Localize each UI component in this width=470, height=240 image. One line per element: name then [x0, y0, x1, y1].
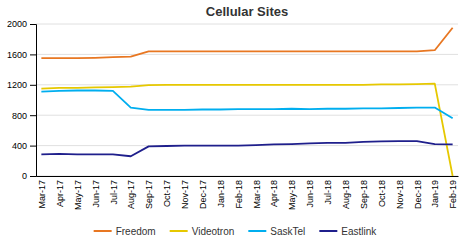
legend: Freedom Videotron SaskTel Eastlink	[94, 226, 378, 237]
x-tick-label: May-18	[287, 180, 297, 210]
legend-label: Eastlink	[341, 226, 377, 237]
y-tick: 1600	[7, 50, 36, 60]
x-tick: Sep-18	[359, 180, 369, 209]
x-tick-label: Sep-17	[144, 180, 154, 209]
legend-swatch	[319, 230, 337, 232]
legend-item: SaskTel	[248, 226, 305, 237]
x-tick: Mar-18	[252, 180, 262, 209]
x-tick: Jan-18	[216, 180, 226, 208]
legend-item: Eastlink	[319, 226, 377, 237]
x-tick: Jun-18	[305, 180, 315, 208]
series-line	[41, 141, 452, 156]
x-tick: Mar-17	[37, 180, 47, 209]
x-tick-label: Apr-17	[55, 180, 65, 207]
x-tick: Apr-17	[55, 180, 65, 207]
x-tick-label: Jan-19	[430, 180, 440, 208]
y-tick-label: 400	[12, 141, 27, 151]
y-tick-label: 1600	[7, 50, 27, 60]
x-tick-label: Nov-17	[180, 180, 190, 209]
legend-swatch	[170, 230, 188, 232]
legend-label: Freedom	[116, 226, 156, 237]
x-tick: Feb-18	[234, 180, 244, 209]
x-tick-label: Dec-17	[198, 180, 208, 209]
legend-swatch	[94, 230, 112, 232]
y-axis: 0 400 800 1200 1600 2000	[7, 19, 37, 181]
y-tick-label: 1200	[7, 80, 27, 90]
x-tick-label: Aug-18	[341, 180, 351, 209]
x-tick: Oct-18	[377, 180, 387, 207]
y-axis-line	[30, 25, 37, 177]
grid-line	[36, 54, 458, 55]
x-axis-line	[37, 176, 459, 177]
x-tick: Aug-17	[126, 180, 136, 209]
x-tick: Jul-17	[109, 180, 119, 205]
x-tick-label: Dec-18	[413, 180, 423, 209]
x-tick: Jul-18	[323, 180, 333, 205]
x-tick: Feb-19	[448, 180, 458, 209]
x-tick: Nov-17	[180, 180, 190, 209]
y-tick-mark	[30, 115, 36, 116]
legend-label: SaskTel	[270, 226, 305, 237]
series-line	[41, 84, 452, 176]
plot: 0 400 800 1200 1600 2000 Mar-17 Apr-17 May-17 Jun…	[7, 19, 459, 210]
grid-line	[36, 24, 458, 25]
series-line	[41, 28, 452, 58]
series-line	[41, 91, 452, 119]
x-tick-label: Jan-18	[216, 180, 226, 208]
x-tick-label: Jun-17	[91, 180, 101, 208]
x-tick: Apr-18	[269, 180, 279, 207]
x-tick: Jun-17	[91, 180, 101, 208]
legend-swatch	[248, 230, 266, 232]
x-tick: Dec-18	[413, 180, 423, 209]
x-tick-label: Feb-18	[234, 180, 244, 209]
x-axis: Mar-17 Apr-17 May-17 Jun-17 Jul-17 Aug-17 Sep-…	[37, 177, 459, 211]
y-tick-label: 2000	[7, 19, 27, 29]
grid-line	[36, 115, 458, 116]
legend-item: Videotron	[170, 226, 235, 237]
x-tick: Sep-17	[144, 180, 154, 209]
lines	[41, 28, 452, 176]
y-tick-mark	[30, 54, 36, 55]
y-tick-mark	[30, 24, 36, 25]
x-tick: Nov-18	[395, 180, 405, 209]
y-tick: 1200	[7, 80, 36, 90]
x-tick-label: Oct-18	[377, 180, 387, 207]
x-tick-label: Oct-17	[162, 180, 172, 207]
y-tick-mark	[30, 176, 36, 177]
title: Cellular Sites	[206, 4, 288, 19]
legend-label: Videotron	[192, 226, 235, 237]
x-tick-label: Jul-17	[109, 180, 119, 205]
x-tick: May-17	[73, 180, 83, 210]
x-tick-label: Apr-18	[269, 180, 279, 207]
x-tick-label: Jun-18	[305, 180, 315, 208]
y-tick-label: 0	[22, 171, 27, 181]
x-tick-label: May-17	[73, 180, 83, 210]
grid	[36, 24, 458, 176]
y-tick: 400	[12, 141, 36, 151]
legend-item: Freedom	[94, 226, 156, 237]
x-tick-label: Jul-18	[323, 180, 333, 205]
x-tick: Jan-19	[430, 180, 440, 208]
y-tick-mark	[30, 85, 36, 86]
y-tick-mark	[30, 146, 36, 147]
x-tick: Oct-17	[162, 180, 172, 207]
chart: 0 400 800 1200 1600 2000 Mar-17 Apr-17 May-17 Jun…	[0, 0, 470, 240]
x-tick-label: Sep-18	[359, 180, 369, 209]
grid-line	[36, 176, 458, 177]
x-tick: Dec-17	[198, 180, 208, 209]
x-tick-label: Feb-19	[448, 180, 458, 209]
x-tick-label: Mar-18	[252, 180, 262, 209]
y-tick-label: 800	[12, 111, 27, 121]
y-tick: 2000	[7, 19, 36, 29]
x-tick-label: Aug-17	[126, 180, 136, 209]
x-tick-label: Mar-17	[37, 180, 47, 209]
x-tick: May-18	[287, 180, 297, 210]
x-tick: Aug-18	[341, 180, 351, 209]
y-tick: 0	[22, 171, 36, 181]
x-tick-label: Nov-18	[395, 180, 405, 209]
y-tick: 800	[12, 111, 36, 121]
